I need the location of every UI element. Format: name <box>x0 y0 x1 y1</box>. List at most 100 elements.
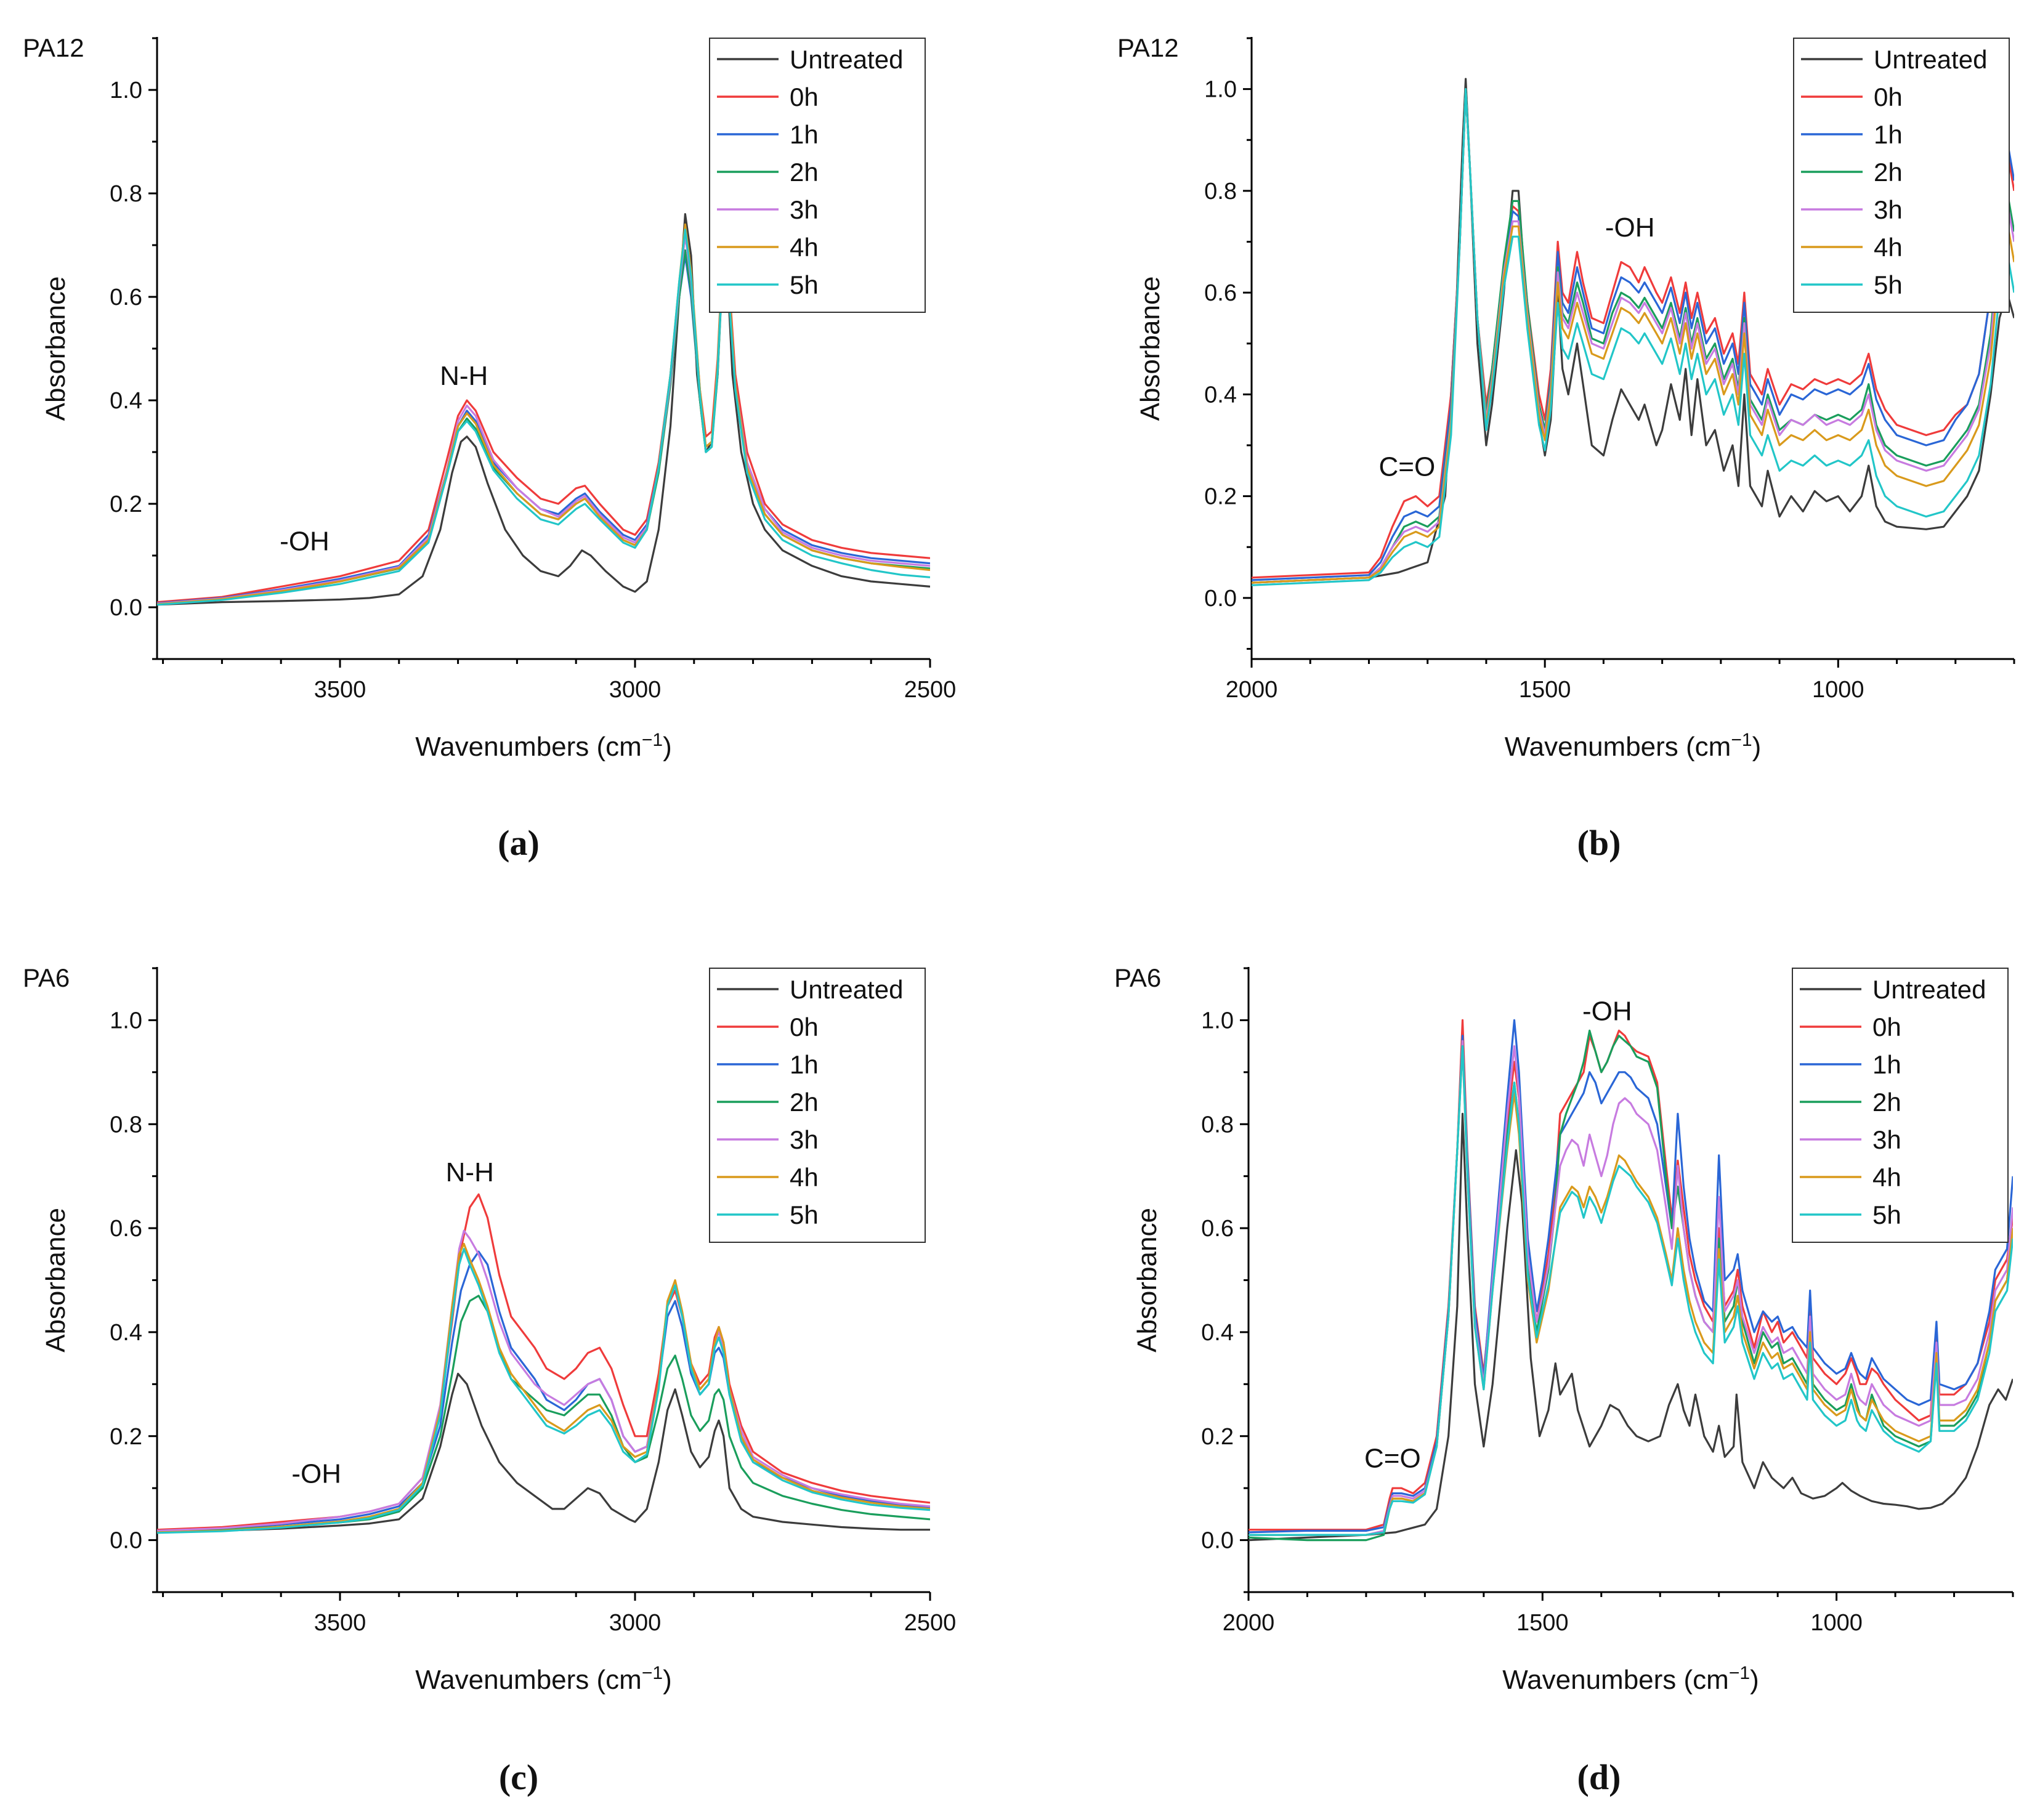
x-tick-label: 1500 <box>1519 677 1571 703</box>
panel-title: PA6 <box>23 963 70 992</box>
legend-label: 3h <box>790 1125 819 1154</box>
series-group <box>1249 1019 2013 1542</box>
y-tick-label: 0.4 <box>1204 382 1237 408</box>
legend-label: Untreated <box>790 45 903 74</box>
legend-label: 1h <box>790 120 819 149</box>
chart-panel-d: 0.0 0.2 0.4 0.6 0.8 1.0 2000 1500 1000 Wavenumber… <box>1114 963 2014 1797</box>
legend-label: 1h <box>1874 120 1903 149</box>
legend-label: 4h <box>790 233 819 262</box>
legend: Untreated 0h 1h 2h 3h 4h 5h <box>709 38 926 313</box>
panel-title: PA6 <box>1114 963 1161 992</box>
y-axis-label: Absorbance <box>1132 1208 1162 1353</box>
legend-label: Untreated <box>790 975 903 1004</box>
legend: Untreated 0h 1h 2h 3h 4h 5h <box>1792 968 2009 1243</box>
series-line-untreated <box>1252 78 2014 584</box>
legend-label: 3h <box>790 195 819 224</box>
series-line-5h <box>157 229 930 606</box>
panel-caption: (b) <box>1577 823 1621 863</box>
series-line-1h <box>1249 1019 2013 1534</box>
y-tick-label: 0.0 <box>1204 586 1237 612</box>
y-tick-label: 0.6 <box>110 1216 142 1242</box>
y-tick-label: 0.4 <box>1201 1320 1234 1346</box>
annotation-label: N-H <box>440 361 488 391</box>
y-tick-label: 0.0 <box>110 1528 142 1554</box>
chart-panel-a: 0.0 0.2 0.4 0.6 0.8 1.0 3500 3000 2500 Wavenumber… <box>23 33 956 863</box>
legend-label: 4h <box>1872 1163 1901 1192</box>
series-line-2h <box>157 1295 930 1533</box>
legend: Untreated 0h 1h 2h 3h 4h 5h <box>709 968 926 1243</box>
annotation-label: -OH <box>291 1459 341 1489</box>
x-tick-label: 3000 <box>609 677 662 703</box>
y-tick-label: 0.6 <box>110 285 142 310</box>
series-line-untreated <box>1249 1112 2013 1542</box>
legend-box <box>1793 38 2010 313</box>
x-axis-label: Wavenumbers (cm−1) <box>1505 730 1761 762</box>
legend-box <box>709 968 926 1243</box>
y-tick-label: 1.0 <box>1204 77 1237 103</box>
x-tick-label: 1500 <box>1516 1610 1569 1636</box>
y-tick-label: 0.0 <box>1201 1528 1234 1554</box>
legend-label: 5h <box>1874 270 1903 299</box>
legend-label: 1h <box>1872 1050 1901 1079</box>
x-axis-label: Wavenumbers (cm−1) <box>415 1663 671 1695</box>
y-axis-label: Absorbance <box>1135 277 1165 421</box>
y-axis-label: Absorbance <box>41 277 71 421</box>
legend: Untreated 0h 1h 2h 3h 4h 5h <box>1793 38 2010 313</box>
annotation-label: C=O <box>1364 1443 1421 1473</box>
y-tick-label: 0.4 <box>110 1320 142 1346</box>
series-line-5h <box>1252 88 2014 586</box>
x-tick-label: 3500 <box>314 1610 366 1636</box>
annotation-label: C=O <box>1379 452 1436 482</box>
x-tick-label: 2500 <box>904 1610 957 1636</box>
y-tick-label: 1.0 <box>1201 1008 1234 1033</box>
y-tick-label: 0.8 <box>110 1112 142 1138</box>
y-tick-label: 0.8 <box>1204 179 1237 204</box>
legend-label: 0h <box>790 83 819 111</box>
panel-caption: (a) <box>498 823 540 863</box>
x-tick-label: 2000 <box>1226 677 1278 703</box>
legend-label: 4h <box>1874 233 1903 262</box>
y-tick-label: 0.6 <box>1204 280 1237 306</box>
y-tick-label: 0.0 <box>110 595 142 621</box>
y-tick-label: 0.2 <box>1201 1424 1234 1450</box>
panel-title: PA12 <box>23 33 84 62</box>
panel-caption: (d) <box>1577 1757 1621 1797</box>
x-tick-label: 3500 <box>314 677 366 703</box>
y-axis-label: Absorbance <box>41 1208 71 1353</box>
legend-label: 3h <box>1872 1125 1901 1154</box>
legend-label: 0h <box>1874 83 1903 111</box>
panel-title: PA12 <box>1117 33 1179 62</box>
legend-label: 0h <box>790 1013 819 1041</box>
legend-label: 1h <box>790 1050 819 1079</box>
series-line-5h <box>157 1248 930 1534</box>
annotation-label: -OH <box>1605 212 1655 243</box>
y-tick-label: 1.0 <box>110 1008 142 1033</box>
series-group <box>157 1193 930 1534</box>
series-line-5h <box>1249 1045 2013 1536</box>
y-tick-label: 0.4 <box>110 388 142 414</box>
series-line-3h <box>157 1229 930 1532</box>
series-line-0h <box>157 1193 930 1531</box>
x-axis-label: Wavenumbers (cm−1) <box>415 730 671 762</box>
x-tick-label: 2500 <box>904 677 957 703</box>
legend-label: 4h <box>790 1163 819 1192</box>
series-group <box>157 213 930 606</box>
x-tick-label: 1000 <box>1810 1610 1863 1636</box>
series-line-untreated <box>157 213 930 606</box>
legend-label: Untreated <box>1874 45 1987 74</box>
y-tick-label: 0.8 <box>1201 1112 1234 1138</box>
annotation-label: -OH <box>280 527 330 557</box>
legend-label: 2h <box>790 158 819 187</box>
x-tick-label: 3000 <box>609 1610 662 1636</box>
legend-label: 3h <box>1874 195 1903 224</box>
panel-caption: (c) <box>499 1757 538 1797</box>
series-line-untreated <box>157 1372 930 1534</box>
annotation-label: -OH <box>1582 996 1632 1026</box>
x-tick-label: 2000 <box>1223 1610 1275 1636</box>
x-axis-label: Wavenumbers (cm−1) <box>1502 1663 1759 1695</box>
legend-box <box>709 38 926 313</box>
y-tick-label: 0.2 <box>1204 484 1237 510</box>
legend-label: 2h <box>1874 158 1903 187</box>
chart-panel-b: 0.0 0.2 0.4 0.6 0.8 1.0 2000 1500 1000 Wavenumber… <box>1117 33 2015 863</box>
